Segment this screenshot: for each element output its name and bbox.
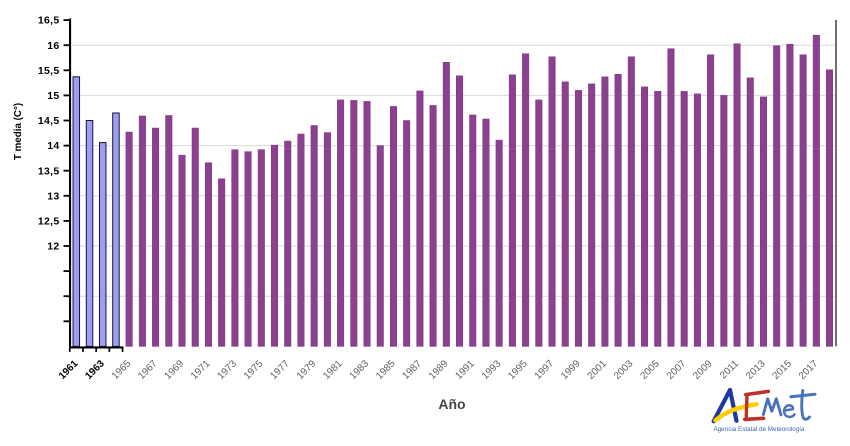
svg-text:Año: Año (438, 396, 465, 412)
svg-text:16: 16 (47, 40, 59, 52)
svg-text:13: 13 (47, 190, 59, 202)
svg-text:15: 15 (47, 90, 59, 102)
svg-text:Agencia Estatal de Meteorologí: Agencia Estatal de Meteorología (713, 426, 805, 433)
svg-text:14: 14 (47, 140, 59, 152)
svg-text:14,5: 14,5 (38, 115, 60, 127)
svg-text:13,5: 13,5 (38, 165, 60, 177)
svg-text:T media (C°): T media (C°) (13, 103, 24, 160)
svg-text:12,5: 12,5 (38, 216, 60, 228)
svg-text:16,5: 16,5 (38, 15, 60, 27)
svg-text:15,5: 15,5 (38, 65, 60, 77)
svg-text:12: 12 (47, 241, 59, 253)
